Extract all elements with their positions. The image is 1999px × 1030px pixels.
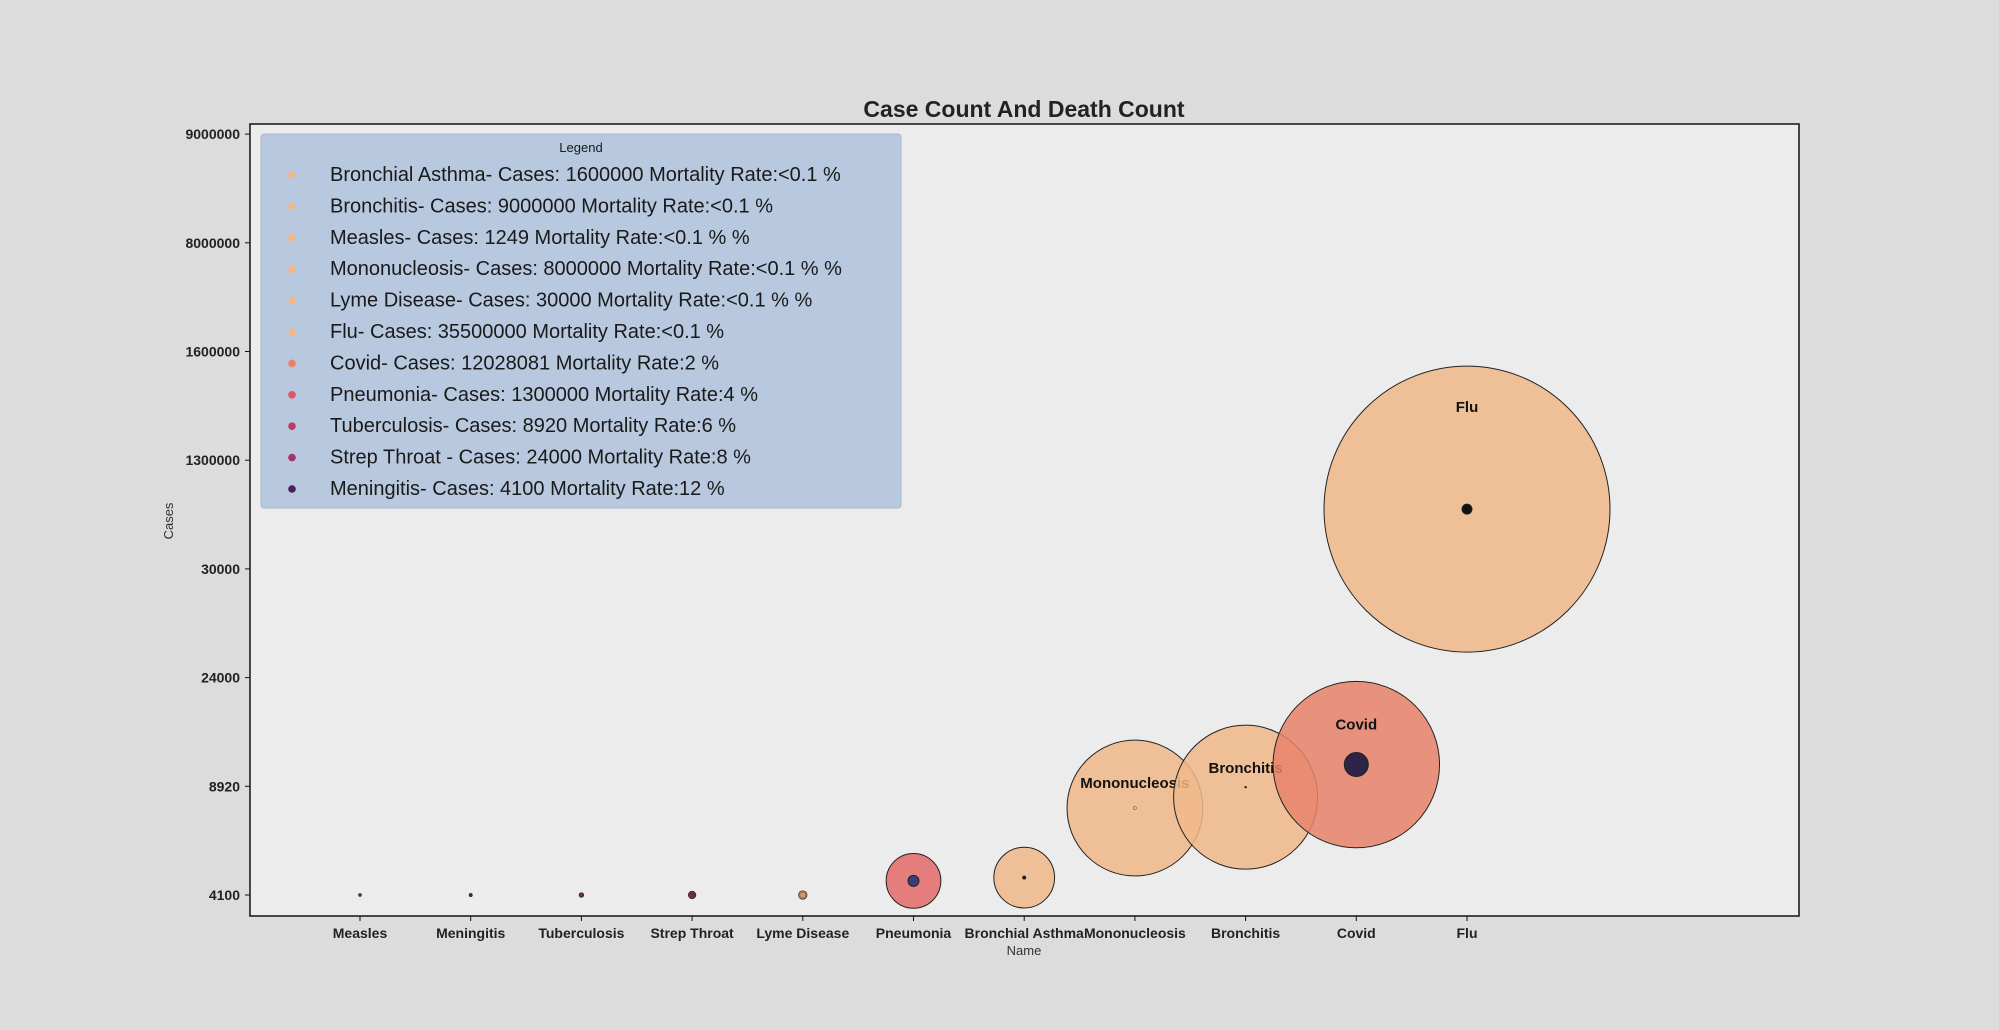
- bubble-meningitis: [468, 893, 473, 897]
- y-tick-label: 8920: [209, 778, 240, 794]
- legend-marker: [288, 234, 296, 242]
- y-tick-label: 1300000: [185, 452, 240, 468]
- x-axis: Measles Meningitis Tuberculosis Strep Throa…: [333, 916, 1478, 941]
- x-tick-label-bronchial-asthma: Bronchial Asthma: [965, 925, 1084, 941]
- bubble-mononucleosis: Mononucleosis: [1066, 739, 1204, 877]
- x-tick-label-bronchitis: Bronchitis: [1211, 925, 1280, 941]
- death-marker-lyme-disease: [799, 891, 806, 899]
- death-marker-meningitis: [468, 893, 473, 897]
- death-marker-mononucleosis: [1133, 806, 1137, 810]
- bubbles-layer: Mononucleosis Bronchitis Covid Flu: [358, 365, 1611, 909]
- legend-marker: [288, 328, 296, 336]
- x-tick-label-strep-throat: Strep Throat: [650, 925, 734, 941]
- legend-label: Flu- Cases: 35500000 Mortality Rate:<0.1…: [330, 321, 724, 343]
- legend-marker: [288, 391, 296, 399]
- legend-item: Bronchial Asthma- Cases: 1600000 Mortali…: [288, 164, 841, 186]
- bubble-label-flu: Flu: [1456, 399, 1479, 416]
- death-marker-pneumonia: [907, 874, 920, 887]
- bubble-label-bronchitis: Bronchitis: [1209, 760, 1283, 777]
- legend-item: Meningitis- Cases: 4100 Mortality Rate:1…: [288, 478, 725, 500]
- x-tick-label-pneumonia: Pneumonia: [876, 925, 952, 941]
- death-marker-measles: [358, 893, 362, 897]
- x-tick-label-meningitis: Meningitis: [436, 925, 505, 941]
- legend-item: Flu- Cases: 35500000 Mortality Rate:<0.1…: [288, 321, 724, 343]
- legend-label: Strep Throat - Cases: 24000 Mortality Ra…: [330, 447, 751, 469]
- x-axis-label: Name: [1007, 943, 1042, 958]
- legend-item: Lyme Disease- Cases: 30000 Mortality Rat…: [288, 290, 812, 312]
- bubble-tuberculosis: [578, 892, 585, 898]
- y-axis-label: Cases: [161, 502, 176, 539]
- legend-item: Covid- Cases: 12028081 Mortality Rate:2 …: [288, 352, 719, 374]
- death-marker-tuberculosis: [579, 893, 584, 897]
- legend-label: Lyme Disease- Cases: 30000 Mortality Rat…: [330, 290, 812, 312]
- x-tick-label-covid: Covid: [1337, 925, 1376, 941]
- legend: Legend Bronchial Asthma- Cases: 1600000 …: [260, 133, 902, 509]
- x-tick-label-tuberculosis: Tuberculosis: [538, 925, 624, 941]
- death-marker-flu: [1461, 503, 1473, 515]
- x-tick-label-mononucleosis: Mononucleosis: [1084, 925, 1186, 941]
- bubble-label-mononucleosis: Mononucleosis: [1080, 775, 1189, 792]
- death-marker-bronchial-asthma: [1022, 875, 1027, 880]
- bubble-lyme-disease: [798, 890, 808, 900]
- legend-label: Bronchial Asthma- Cases: 1600000 Mortali…: [330, 164, 841, 186]
- y-tick-label: 24000: [201, 670, 240, 686]
- legend-marker: [288, 422, 296, 431]
- bubble-strep-throat: [687, 890, 697, 900]
- legend-marker: [288, 171, 296, 179]
- y-axis: 4100 8920 24000 30000 1300000 1600000 8000000 9…: [185, 126, 250, 903]
- y-tick-label: 4100: [209, 887, 240, 903]
- legend-label: Pneumonia- Cases: 1300000 Mortality Rate…: [330, 384, 758, 406]
- x-tick-label-measles: Measles: [333, 925, 388, 941]
- x-tick-label-flu: Flu: [1457, 925, 1478, 941]
- legend-label: Tuberculosis- Cases: 8920 Mortality Rate…: [330, 415, 736, 437]
- bubble-flu: Flu: [1323, 365, 1611, 653]
- y-tick-label: 8000000: [185, 235, 240, 251]
- legend-item: Tuberculosis- Cases: 8920 Mortality Rate…: [288, 415, 736, 437]
- legend-item: Strep Throat - Cases: 24000 Mortality Ra…: [288, 447, 751, 469]
- death-marker-strep-throat: [689, 892, 695, 898]
- legend-marker: [288, 485, 296, 493]
- x-tick-label-lyme-disease: Lyme Disease: [756, 925, 849, 941]
- legend-item: Bronchitis- Cases: 9000000 Mortality Rat…: [288, 195, 773, 217]
- legend-marker: [288, 296, 296, 305]
- chart-title: Case Count And Death Count: [863, 96, 1184, 122]
- legend-label: Measles- Cases: 1249 Mortality Rate:<0.1…: [330, 227, 750, 249]
- y-tick-label: 30000: [201, 561, 240, 577]
- legend-label: Mononucleosis- Cases: 8000000 Mortality …: [330, 258, 842, 280]
- bubble-measles: [358, 893, 362, 897]
- legend-label: Meningitis- Cases: 4100 Mortality Rate:1…: [330, 478, 725, 500]
- y-tick-label: 1600000: [185, 344, 240, 360]
- bubble-covid: Covid: [1272, 680, 1441, 849]
- legend-label: Covid- Cases: 12028081 Mortality Rate:2 …: [330, 352, 719, 374]
- legend-marker: [288, 265, 296, 274]
- legend-label: Bronchitis- Cases: 9000000 Mortality Rat…: [330, 195, 773, 217]
- legend-title: Legend: [559, 140, 602, 155]
- legend-item: Measles- Cases: 1249 Mortality Rate:<0.1…: [288, 227, 750, 249]
- legend-box: [260, 133, 902, 509]
- legend-marker: [288, 453, 296, 462]
- legend-item: Pneumonia- Cases: 1300000 Mortality Rate…: [288, 384, 758, 406]
- bubble-bronchial-asthma: [993, 846, 1056, 909]
- bubble-pneumonia: [885, 853, 942, 909]
- legend-marker: [288, 359, 296, 368]
- death-marker-covid: [1343, 752, 1369, 778]
- death-marker-bronchitis: [1244, 785, 1247, 789]
- bubble-label-covid: Covid: [1335, 716, 1377, 733]
- legend-item: Mononucleosis- Cases: 8000000 Mortality …: [288, 258, 842, 280]
- legend-marker: [288, 202, 296, 211]
- y-tick-label: 9000000: [185, 126, 240, 142]
